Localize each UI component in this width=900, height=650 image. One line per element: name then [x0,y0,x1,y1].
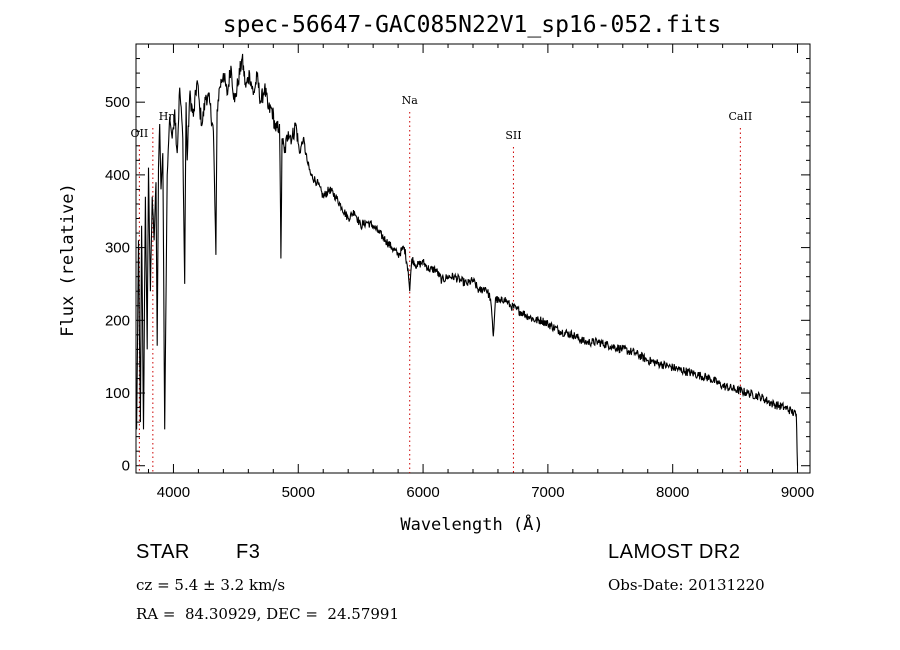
y-tick-label: 400 [105,167,130,184]
y-tick-label: 200 [105,312,130,329]
x-axis: 4000 5000 6000 7000 8000 9000 [147,44,814,501]
object-class: STAR [136,541,190,563]
line-marker-label: Na [402,94,419,107]
x-axis-label: Wavelength (Å) [400,513,543,535]
line-marker-label: SII [505,129,521,142]
x-tick-label: 9000 [781,484,814,501]
survey-name: LAMOST DR2 [608,541,741,563]
redshift-cz: cz = 5.4 ± 3.2 km/s [136,576,286,594]
line-marker-label: CaII [729,110,753,123]
y-tick-label: 0 [122,458,130,475]
y-tick-label: 100 [105,385,130,402]
x-tick-label: 5000 [282,484,315,501]
plot-border [135,43,811,474]
x-tick-label: 6000 [406,484,439,501]
x-tick-label: 4000 [157,484,190,501]
plot-frame [135,43,811,474]
y-tick-label: 300 [105,240,130,257]
x-tick-label: 7000 [531,484,564,501]
line-marker-label: OII [131,127,149,140]
spectrum-line [136,53,799,466]
ra-dec: RA = 84.30929, DEC = 24.57991 [136,605,400,623]
chart-title: spec-56647-GAC085N22V1_sp16-052.fits [223,12,722,38]
line-marker-label: Hη [159,110,175,123]
y-axis-label: Flux (relative) [58,183,78,337]
y-tick-label: 500 [105,94,130,111]
line-markers: OII Hη Na SII CaII [131,94,753,473]
object-subclass: F3 [236,541,261,563]
x-tick-label: 8000 [656,484,689,501]
observation-date: Obs-Date: 20131220 [608,576,765,594]
